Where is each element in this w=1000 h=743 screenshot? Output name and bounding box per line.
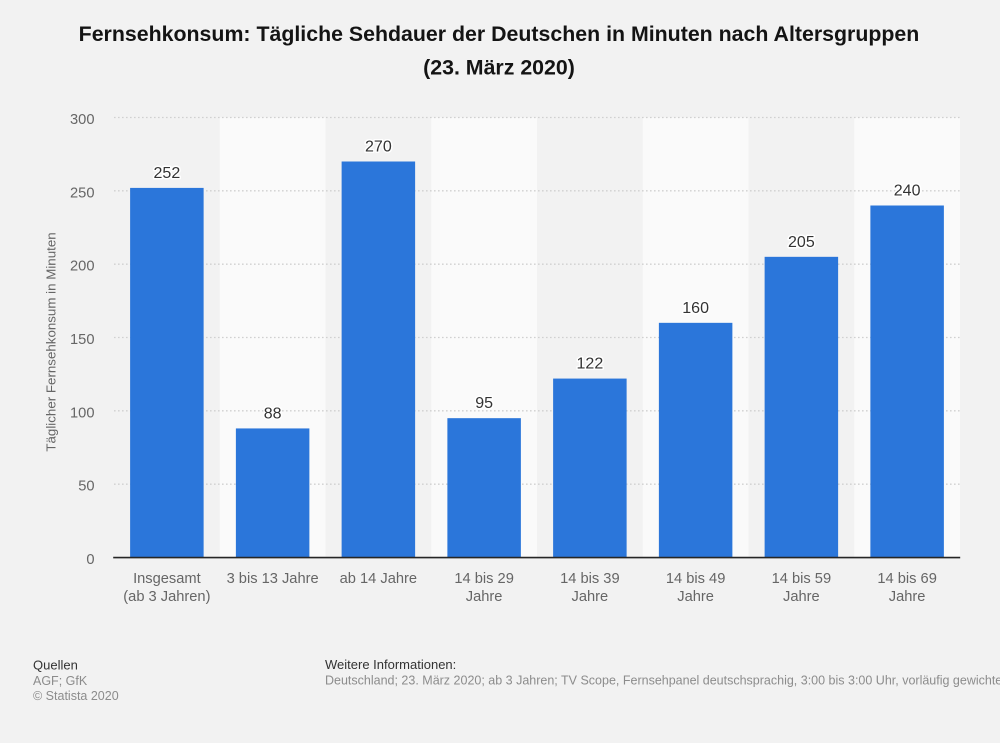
- svg-text:Jahre: Jahre: [783, 589, 820, 605]
- svg-text:Weitere Informationen:: Weitere Informationen:: [325, 657, 456, 672]
- svg-text:270: 270: [365, 139, 392, 156]
- svg-text:160: 160: [682, 300, 709, 317]
- svg-text:88: 88: [264, 405, 282, 422]
- svg-text:252: 252: [154, 165, 181, 182]
- svg-text:122: 122: [577, 356, 604, 373]
- svg-text:Jahre: Jahre: [572, 589, 609, 605]
- svg-text:Jahre: Jahre: [466, 589, 503, 605]
- svg-text:(23. März 2020): (23. März 2020): [423, 56, 575, 80]
- svg-text:50: 50: [78, 479, 94, 495]
- svg-text:14 bis 29: 14 bis 29: [454, 571, 513, 587]
- svg-text:Jahre: Jahre: [677, 589, 714, 605]
- svg-text:ab 14 Jahre: ab 14 Jahre: [340, 571, 417, 587]
- svg-text:AGF; GfK: AGF; GfK: [33, 674, 88, 688]
- svg-text:0: 0: [86, 552, 94, 568]
- svg-text:© Statista 2020: © Statista 2020: [33, 689, 119, 703]
- svg-text:300: 300: [70, 112, 94, 128]
- svg-text:240: 240: [894, 183, 921, 200]
- svg-text:3 bis 13 Jahre: 3 bis 13 Jahre: [227, 571, 319, 587]
- svg-text:100: 100: [70, 405, 94, 421]
- svg-text:Jahre: Jahre: [889, 589, 926, 605]
- svg-text:Insgesamt: Insgesamt: [133, 571, 201, 587]
- svg-text:14 bis 69: 14 bis 69: [877, 571, 936, 587]
- svg-text:Quellen: Quellen: [33, 658, 78, 673]
- svg-text:(ab 3 Jahren): (ab 3 Jahren): [123, 589, 210, 605]
- svg-text:Deutschland; 23. März 2020; ab: Deutschland; 23. März 2020; ab 3 Jahren;…: [325, 674, 1000, 688]
- svg-text:200: 200: [70, 259, 94, 275]
- svg-text:150: 150: [70, 332, 94, 348]
- svg-text:14 bis 39: 14 bis 39: [560, 571, 619, 587]
- svg-text:250: 250: [70, 185, 94, 201]
- svg-text:205: 205: [788, 234, 815, 251]
- svg-text:95: 95: [475, 395, 493, 412]
- svg-text:14 bis 59: 14 bis 59: [772, 571, 831, 587]
- svg-text:Fernsehkonsum: Tägliche Sehdau: Fernsehkonsum: Tägliche Sehdauer der Deu…: [79, 22, 920, 46]
- svg-text:14 bis 49: 14 bis 49: [666, 571, 725, 587]
- svg-text:Täglicher Fernsehkonsum in Min: Täglicher Fernsehkonsum in Minuten: [44, 232, 59, 451]
